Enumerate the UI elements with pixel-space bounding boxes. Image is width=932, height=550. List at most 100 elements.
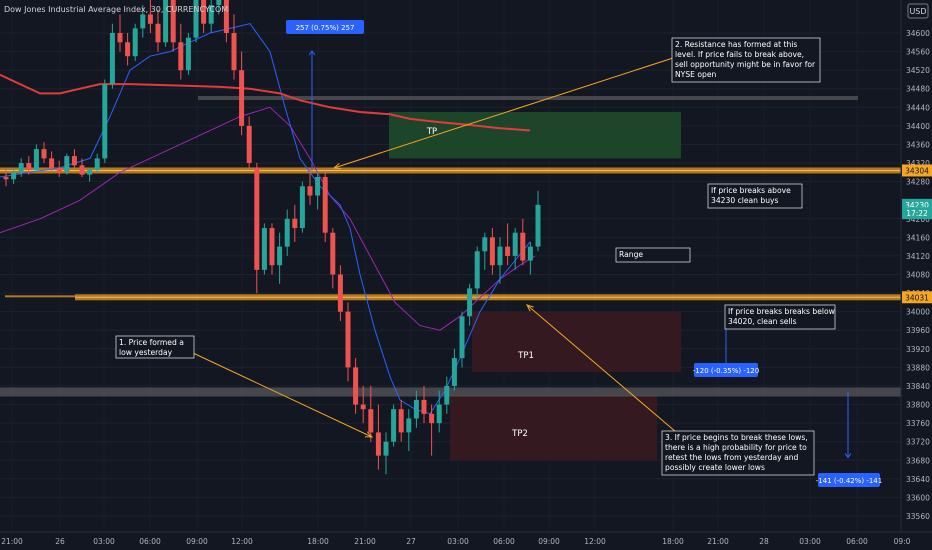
price-tick-label: 33600 [906, 493, 930, 502]
level-lower-gray[interactable] [0, 387, 932, 397]
candle-body [330, 232, 336, 275]
note-breaks-below-line: 34020, clean sells [728, 317, 797, 326]
price-label-box [902, 207, 932, 220]
candle-body [337, 274, 343, 312]
candle-body [261, 228, 267, 270]
measure-label-box[interactable] [694, 363, 758, 377]
candle-body [216, 0, 222, 6]
note-resistance-line: 2. Resistance has formed at this [675, 40, 797, 49]
time-scale-ticks: 21:00 26 03:00 06:00 09:00 12:00 18:00 21:00 27 0… [1, 537, 910, 546]
note-range-box[interactable] [615, 247, 691, 263]
measure-label-box[interactable] [286, 20, 364, 34]
candle-body [64, 156, 70, 173]
time-tick-label: 26 [55, 537, 65, 546]
candle-body [474, 251, 480, 289]
price-tick-label: 34520 [906, 66, 930, 75]
time-scale[interactable] [0, 532, 932, 550]
candle-body [520, 232, 526, 261]
candle-body [117, 33, 123, 43]
measure-label: -141 (-0.42%) -141 [816, 477, 882, 485]
zone-label-tp2: TP2 [511, 429, 528, 439]
price-label-text: 34031 [905, 293, 929, 302]
candle-body [383, 441, 389, 456]
candle-body [33, 149, 39, 171]
measure-label: 257 (0.75%) 257 [296, 24, 355, 32]
candle-body [109, 33, 115, 85]
candle-body [497, 246, 503, 266]
candle-body [398, 409, 404, 433]
candle-body [322, 176, 328, 233]
level-support-thin[interactable] [5, 295, 75, 298]
price-tick-label: 34200 [906, 215, 930, 224]
time-tick-label: 27 [406, 537, 416, 546]
candle-body [201, 0, 207, 24]
candle-body [505, 246, 511, 256]
candle-body [208, 5, 214, 24]
price-label-box [902, 164, 932, 177]
measure-arrowhead [844, 453, 852, 459]
candle-body [49, 158, 55, 168]
candle-body [284, 218, 290, 247]
note-lows-line: retest the lows from yesterday and [665, 453, 799, 462]
measure-label-box[interactable] [818, 473, 880, 487]
time-tick-label: 09:0 [894, 537, 911, 546]
measure-tools[interactable]: 257 (0.75%) 257 -120 (-0.35%) -120 -141 (-… [286, 20, 882, 487]
candle-body [41, 149, 47, 159]
candle-body [79, 165, 85, 175]
arrow-low-yesterday [192, 352, 373, 438]
price-label-text: 17:22 [906, 209, 928, 218]
time-tick-label: 21:00 [707, 537, 729, 546]
price-tick-label: 33760 [906, 419, 930, 428]
tp-zones: TP TP1 TP2 [389, 111, 681, 461]
price-scale-ticks: 34600 34560 34520 34480 34440 34400 34360 34320… [906, 29, 930, 521]
candle-body [391, 409, 397, 442]
red-moving-average [0, 73, 531, 132]
time-tick-label: 18:00 [662, 537, 684, 546]
price-tick-label: 33560 [906, 512, 930, 521]
price-tick-label: 34360 [906, 140, 930, 149]
note-breaks-below-box[interactable] [724, 304, 836, 330]
price-tick-label: 33920 [906, 345, 930, 354]
price-tick-label: 34400 [906, 122, 930, 131]
currency-badge[interactable] [907, 3, 929, 19]
price-scale[interactable] [901, 0, 932, 532]
price-tick-label: 34000 [906, 308, 930, 317]
time-tick-label: 21:00 [354, 537, 376, 546]
candle-body [155, 23, 161, 43]
price-tick-label: 34080 [906, 271, 930, 280]
note-resistance-line: level. If price fails to break above, [675, 50, 804, 59]
price-tick-label: 34560 [906, 48, 930, 57]
candle-body [170, 0, 176, 43]
note-breaks-above-line: If price breaks above [711, 186, 791, 195]
price-tick-label: 34160 [906, 233, 930, 242]
candle-body [140, 14, 146, 29]
candle-body [429, 413, 435, 424]
note-resistance-box[interactable] [671, 37, 821, 83]
candle-body [147, 14, 153, 24]
time-tick-label: 28 [759, 537, 769, 546]
candle-body [11, 172, 17, 180]
note-low-yesterday-box[interactable] [115, 335, 195, 359]
note-resistance-line: sell opportunity might be in favor for [675, 60, 816, 69]
currency-label: USD [909, 7, 926, 16]
candle-body [185, 37, 191, 71]
candle-body [421, 399, 427, 414]
zone-label-tp1: TP1 [517, 351, 534, 361]
candle-body [56, 167, 62, 173]
candle-body [315, 176, 321, 196]
candle-body [87, 170, 93, 175]
note-breaks-above-box[interactable] [707, 183, 803, 209]
candle-body [18, 163, 24, 173]
time-tick-label: 06:00 [846, 537, 868, 546]
candle-body [277, 246, 283, 266]
level-upper-gray[interactable] [198, 96, 858, 101]
annotation-arrows [192, 57, 677, 438]
horizontal-levels[interactable] [0, 96, 932, 397]
price-label-text: 34230 [905, 201, 929, 210]
candle-body [482, 237, 488, 252]
note-lows-box[interactable] [661, 430, 815, 476]
candle-body [535, 204, 541, 247]
